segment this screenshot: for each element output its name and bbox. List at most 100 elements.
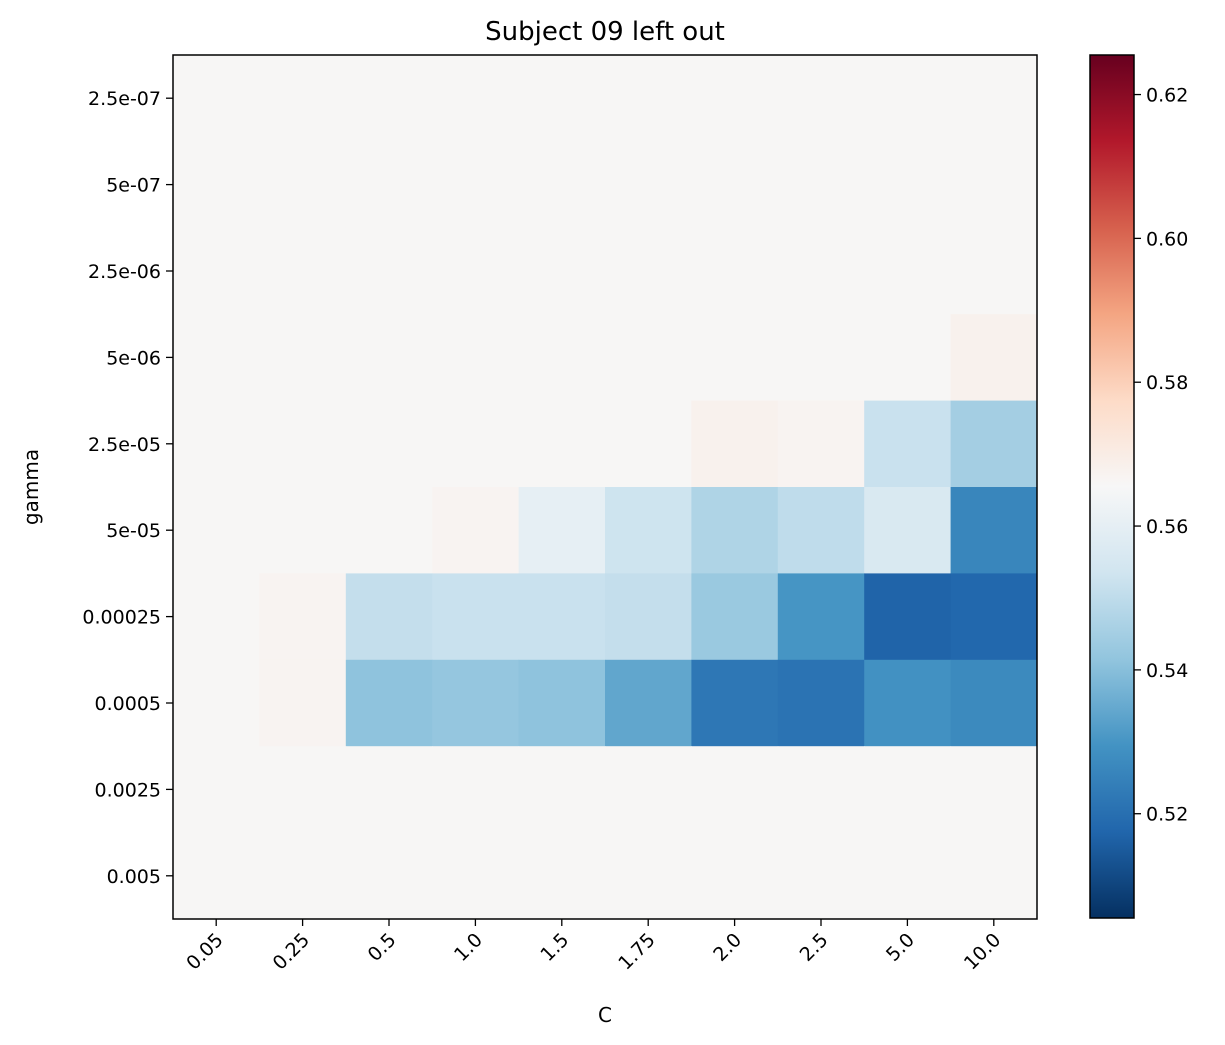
heatmap-cell <box>173 314 260 402</box>
heatmap-cell <box>777 659 865 747</box>
x-tick-label: 2.5 <box>796 929 833 966</box>
heatmap-cell <box>518 227 606 315</box>
heatmap-cell <box>864 227 952 315</box>
y-tick-label: 0.0005 <box>95 693 161 715</box>
heatmap-cell <box>432 400 520 488</box>
y-tick-label: 0.0025 <box>95 779 161 801</box>
x-tick-label: 0.5 <box>364 929 401 966</box>
heatmap-cell <box>950 141 1038 229</box>
y-axis-ticks: 2.5e-07 5e-07 2.5e-06 5e-06 2.5e-05 5e-05 0.00… <box>82 88 173 888</box>
heatmap-cell <box>259 659 347 747</box>
heatmap-cell <box>518 659 606 747</box>
heatmap-cell <box>864 487 952 574</box>
heatmap-cell <box>605 227 692 315</box>
heatmap-cell <box>950 55 1038 142</box>
heatmap-cell <box>173 573 260 661</box>
heatmap-cell <box>950 573 1038 661</box>
x-tick-label: 1.75 <box>614 929 659 974</box>
heatmap-cell <box>605 55 692 142</box>
heatmap-cell <box>950 227 1038 315</box>
heatmap-cell <box>605 314 692 402</box>
heatmap-cell <box>691 832 779 920</box>
heatmap-cell <box>950 400 1038 488</box>
heatmap-cell <box>605 400 692 488</box>
colorbar-tick-label: 0.56 <box>1146 516 1188 538</box>
x-tick-label: 10.0 <box>960 929 1005 974</box>
y-tick-label: 2.5e-05 <box>88 434 161 456</box>
heatmap-cell <box>777 487 865 574</box>
heatmap-cell <box>691 314 779 402</box>
heatmap-cell <box>173 832 260 920</box>
heatmap-cell <box>345 573 433 661</box>
heatmap-cell <box>345 832 433 920</box>
colorbar-tick-label: 0.52 <box>1146 804 1188 826</box>
heatmap-cell <box>173 400 260 488</box>
colorbar-tick-label: 0.58 <box>1146 372 1188 394</box>
heatmap-cell <box>691 227 779 315</box>
y-tick-label: 5e-05 <box>106 520 161 542</box>
heatmap-cell <box>950 314 1038 402</box>
heatmap-cell <box>432 141 520 229</box>
heatmap-cell <box>518 141 606 229</box>
heatmap-cell <box>345 314 433 402</box>
heatmap-cell <box>432 659 520 747</box>
heatmap-cell <box>777 227 865 315</box>
heatmap-cell <box>691 659 779 747</box>
heatmap-cell <box>605 832 692 920</box>
heatmap-cell <box>864 746 952 834</box>
colorbar-tick-label: 0.60 <box>1146 228 1188 250</box>
heatmap-cell <box>345 55 433 142</box>
heatmap-cell <box>691 141 779 229</box>
heatmap-cell <box>173 55 260 142</box>
heatmap-cell <box>864 400 952 488</box>
plot-frame <box>172 54 1038 920</box>
colorbar-tick-label: 0.54 <box>1146 660 1188 682</box>
heatmap-cell <box>259 832 347 920</box>
x-tick-label: 2.0 <box>709 929 746 966</box>
heatmap-cell <box>950 487 1038 574</box>
heatmap-cell <box>605 487 692 574</box>
heatmap-cell <box>518 746 606 834</box>
colorbar <box>1089 54 1135 919</box>
heatmap-cell <box>864 573 952 661</box>
heatmap-cell <box>432 55 520 142</box>
y-axis-label: gamma <box>19 449 43 525</box>
heatmap-cell <box>691 573 779 661</box>
heatmap-cell <box>518 314 606 402</box>
heatmap-cell <box>605 141 692 229</box>
heatmap-cell <box>345 746 433 834</box>
heatmap-cell <box>605 746 692 834</box>
y-tick-label: 0.00025 <box>82 607 161 629</box>
heatmap-cell <box>259 746 347 834</box>
chart-title: Subject 09 left out <box>485 17 725 47</box>
heatmap-cells <box>173 55 1038 920</box>
heatmap-cell <box>259 141 347 229</box>
heatmap-cell <box>691 746 779 834</box>
heatmap-cell <box>173 659 260 747</box>
heatmap-cell <box>777 314 865 402</box>
y-tick-label: 2.5e-06 <box>88 261 161 283</box>
heatmap-cell <box>518 55 606 142</box>
heatmap-cell <box>777 746 865 834</box>
heatmap-cell <box>259 227 347 315</box>
x-tick-label: 0.05 <box>182 929 227 974</box>
heatmap-cell <box>777 141 865 229</box>
heatmap-cell <box>259 55 347 142</box>
heatmap-cell <box>864 659 952 747</box>
y-tick-label: 2.5e-07 <box>88 88 161 110</box>
heatmap-cell <box>691 487 779 574</box>
heatmap-cell <box>518 573 606 661</box>
heatmap-cell <box>259 314 347 402</box>
x-tick-label: 5.0 <box>882 929 919 966</box>
heatmap-cell <box>864 141 952 229</box>
heatmap-cell <box>777 400 865 488</box>
heatmap-cell <box>950 832 1038 920</box>
heatmap-cell <box>777 55 865 142</box>
heatmap-cell <box>864 832 952 920</box>
heatmap-cell <box>259 487 347 574</box>
x-tick-label: 0.25 <box>269 929 314 974</box>
colorbar-ticks: 0.52 0.54 0.56 0.58 0.60 0.62 <box>1134 85 1188 826</box>
heatmap-cell <box>345 227 433 315</box>
heatmap-cell <box>259 573 347 661</box>
